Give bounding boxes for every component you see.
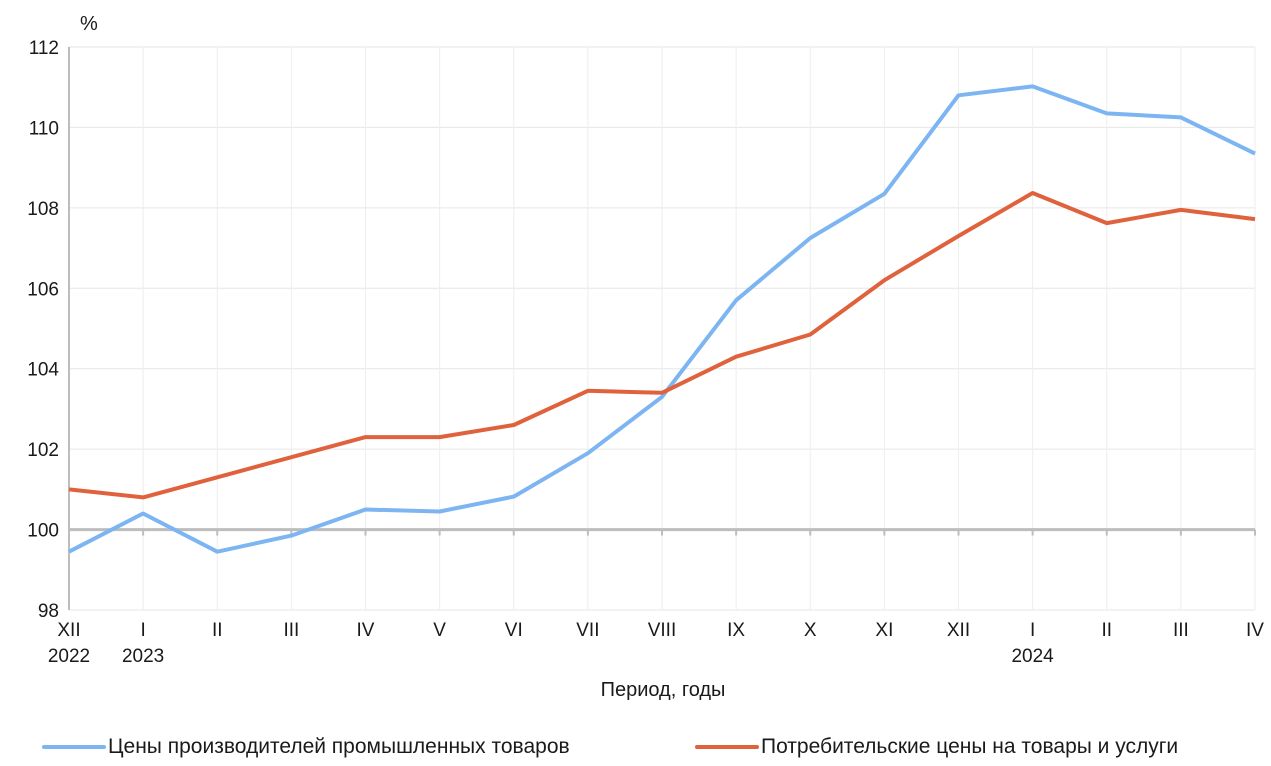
y-tick-label: 98: [38, 601, 59, 622]
x-tick-label: I: [140, 620, 145, 641]
y-tick-label: 106: [27, 279, 59, 300]
x-tick-label: VII: [576, 620, 599, 641]
x-tick-label: III: [1173, 620, 1189, 641]
legend-item-consumer-prices: Потребительские цены на товары и услуги: [695, 735, 1178, 759]
series-line-0: [68, 84, 1256, 554]
x-tick-label: X: [804, 620, 817, 641]
x-year-label: 2023: [122, 646, 164, 667]
x-tick-label: II: [212, 620, 223, 641]
y-tick-label: 108: [27, 199, 59, 220]
x-tick-label: IV: [1246, 620, 1264, 641]
x-tick-label: I: [1030, 620, 1035, 641]
legend-item-producer-prices: Цены производителей промышленных товаров: [42, 735, 570, 759]
y-axis-ticks: 98 100 102 104 106 108 110 112: [27, 38, 59, 622]
x-tick-label: IV: [357, 620, 375, 641]
y-tick-label: 104: [27, 360, 59, 381]
series-lines: [68, 84, 1256, 554]
series-line-1: [68, 191, 1256, 500]
x-axis-label: Период, годы: [601, 679, 726, 701]
y-tick-label: 102: [27, 440, 59, 461]
x-tick-label: II: [1101, 620, 1112, 641]
x-tick-label: V: [433, 620, 446, 641]
y-tick-label: 110: [29, 118, 59, 139]
legend-label-consumer-prices: Потребительские цены на товары и услуги: [761, 735, 1179, 758]
x-year-label: 2022: [48, 646, 90, 667]
x-tick-label: XII: [57, 620, 80, 641]
x-tick-label: XI: [875, 620, 893, 641]
grid-lines: [69, 46, 1256, 611]
y-axis-label: %: [80, 13, 98, 35]
x-tick-label: III: [283, 620, 299, 641]
x-tick-label: IX: [727, 620, 745, 641]
y-tick-label: 100: [27, 521, 59, 542]
legend: Цены производителей промышленных товаров…: [0, 735, 1271, 763]
x-tick-label: VIII: [648, 620, 677, 641]
legend-swatch-consumer-prices: [695, 745, 759, 749]
legend-label-producer-prices: Цены производителей промышленных товаров: [108, 735, 570, 758]
x-axis-ticks: XII I II III IV V VI VII VIII IX X XI XII I II III IV202…: [48, 620, 1264, 667]
x-tick-label: XII: [947, 620, 970, 641]
x-year-label: 2024: [1011, 646, 1054, 667]
y-tick-label: 112: [29, 38, 59, 59]
x-tick-label: VI: [505, 620, 523, 641]
legend-swatch-producer-prices: [42, 745, 106, 749]
